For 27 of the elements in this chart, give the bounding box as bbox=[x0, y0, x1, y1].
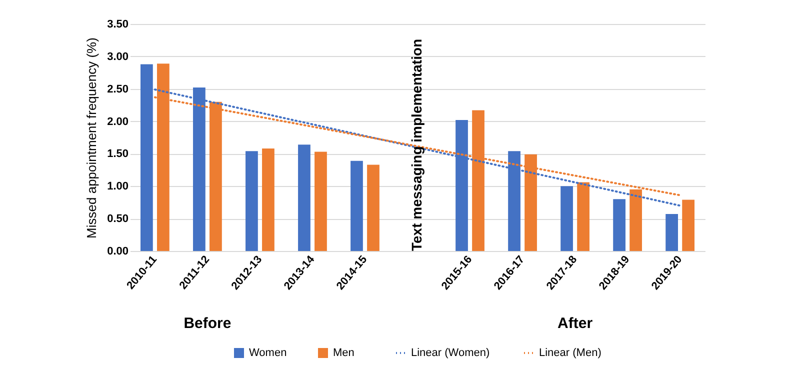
bar bbox=[682, 200, 694, 251]
y-tick-label: 0.00 bbox=[107, 246, 128, 258]
bar bbox=[560, 186, 573, 251]
y-tick-label: 1.00 bbox=[107, 180, 128, 193]
text: Before bbox=[184, 315, 232, 332]
bar bbox=[613, 199, 626, 251]
text: After bbox=[558, 315, 593, 332]
y-tick-label: 0.50 bbox=[107, 213, 128, 226]
y-axis-title: Missed appointment frequency (%) bbox=[84, 38, 100, 238]
bar bbox=[666, 214, 678, 251]
bar bbox=[350, 160, 363, 251]
y-tick-label: 2.00 bbox=[107, 116, 128, 128]
bar bbox=[367, 164, 380, 251]
bar bbox=[298, 144, 310, 251]
y-tick-label: 2.50 bbox=[107, 83, 128, 96]
y-tick-label: 3.50 bbox=[107, 18, 128, 30]
y-tick-label: 3.00 bbox=[107, 50, 128, 63]
bar bbox=[577, 182, 590, 251]
y-tick-label: 1.50 bbox=[107, 148, 128, 160]
bar bbox=[246, 151, 258, 251]
legend-label: Linear (Men) bbox=[539, 347, 602, 359]
bar bbox=[262, 148, 274, 251]
legend-label: Women bbox=[249, 347, 287, 359]
legend-label: Men bbox=[333, 347, 354, 359]
legend-label: Linear (Women) bbox=[411, 347, 490, 359]
bar bbox=[314, 152, 327, 251]
annotation: Text messaging implementation bbox=[408, 38, 424, 251]
